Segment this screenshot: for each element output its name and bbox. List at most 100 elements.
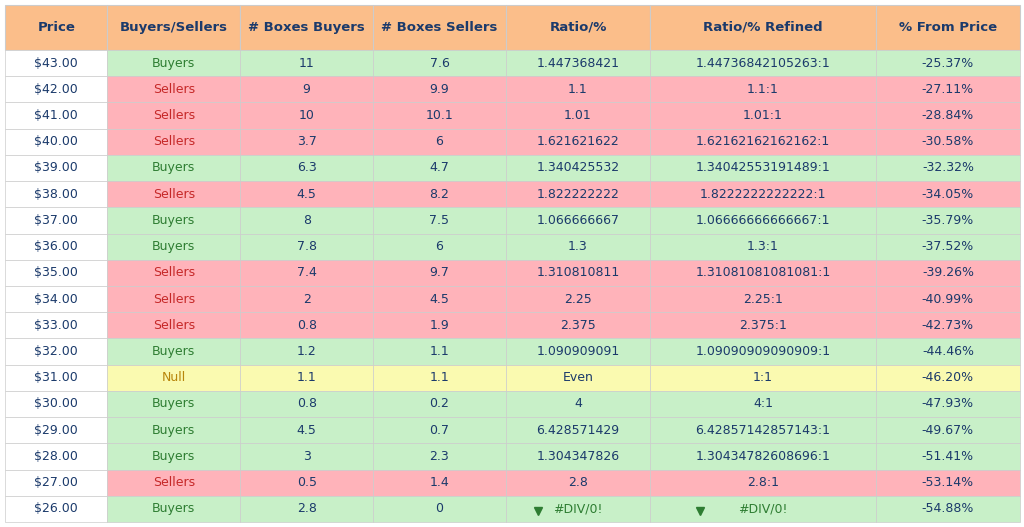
Text: -47.93%: -47.93% <box>922 397 974 411</box>
Bar <box>876 443 1020 470</box>
Text: 1.447368421: 1.447368421 <box>537 56 620 70</box>
Text: 8: 8 <box>303 214 310 227</box>
Text: 11: 11 <box>299 56 314 70</box>
Bar <box>241 76 373 102</box>
Bar <box>373 312 506 338</box>
Text: 2.8: 2.8 <box>568 476 588 489</box>
Text: Sellers: Sellers <box>153 135 195 148</box>
Text: Buyers: Buyers <box>153 345 196 358</box>
Text: -49.67%: -49.67% <box>922 424 974 437</box>
Text: 7.5: 7.5 <box>429 214 450 227</box>
Text: $38.00: $38.00 <box>34 188 78 201</box>
Text: 2: 2 <box>303 292 310 306</box>
Text: Buyers: Buyers <box>153 240 196 253</box>
Text: $30.00: $30.00 <box>34 397 78 411</box>
Text: Ratio/%: Ratio/% <box>549 21 606 34</box>
Text: % From Price: % From Price <box>899 21 997 34</box>
Text: -53.14%: -53.14% <box>922 476 974 489</box>
Text: Sellers: Sellers <box>153 266 195 279</box>
Text: # Boxes Sellers: # Boxes Sellers <box>381 21 498 34</box>
Bar <box>373 102 506 129</box>
Text: 6.428571429: 6.428571429 <box>537 424 620 437</box>
Text: 6.42857142857143:1: 6.42857142857143:1 <box>695 424 830 437</box>
Bar <box>876 102 1020 129</box>
Bar <box>241 286 373 312</box>
Text: 2.375:1: 2.375:1 <box>739 319 786 332</box>
Text: 4.7: 4.7 <box>429 161 450 174</box>
Bar <box>108 312 241 338</box>
Text: 4: 4 <box>574 397 582 411</box>
Text: 0: 0 <box>435 502 443 515</box>
Text: 1.1: 1.1 <box>297 372 316 384</box>
Bar <box>108 260 241 286</box>
Bar <box>506 155 650 181</box>
Bar <box>876 312 1020 338</box>
Text: -32.32%: -32.32% <box>922 161 974 174</box>
Text: 9.9: 9.9 <box>430 83 450 96</box>
Bar <box>108 207 241 233</box>
Text: 1.1: 1.1 <box>430 345 450 358</box>
Bar <box>241 365 373 391</box>
Bar <box>506 207 650 233</box>
Text: 3.7: 3.7 <box>297 135 316 148</box>
Text: Buyers: Buyers <box>153 214 196 227</box>
Text: $40.00: $40.00 <box>34 135 78 148</box>
Bar <box>241 207 373 233</box>
Bar <box>5 443 108 470</box>
Bar <box>5 207 108 233</box>
Bar <box>241 233 373 260</box>
Bar <box>506 5 650 50</box>
Text: 1:1: 1:1 <box>753 372 773 384</box>
Bar <box>241 391 373 417</box>
Bar <box>506 443 650 470</box>
Text: 9.7: 9.7 <box>429 266 450 279</box>
Bar <box>373 260 506 286</box>
Bar <box>241 496 373 522</box>
Text: $42.00: $42.00 <box>35 83 78 96</box>
Text: Sellers: Sellers <box>153 109 195 122</box>
Bar <box>373 233 506 260</box>
Text: -35.79%: -35.79% <box>922 214 974 227</box>
Text: $37.00: $37.00 <box>34 214 78 227</box>
Bar <box>108 76 241 102</box>
Text: Ratio/% Refined: Ratio/% Refined <box>703 21 822 34</box>
Bar <box>5 365 108 391</box>
Text: 1.3:1: 1.3:1 <box>746 240 779 253</box>
Text: $32.00: $32.00 <box>35 345 78 358</box>
Text: $28.00: $28.00 <box>34 450 78 463</box>
Text: Sellers: Sellers <box>153 476 195 489</box>
Text: -46.20%: -46.20% <box>922 372 974 384</box>
Text: 1.06666666666667:1: 1.06666666666667:1 <box>695 214 830 227</box>
Text: #DIV/0!: #DIV/0! <box>738 502 787 515</box>
Bar <box>650 338 876 365</box>
Text: 4.5: 4.5 <box>297 188 316 201</box>
Bar <box>5 260 108 286</box>
Text: 1.62162162162162:1: 1.62162162162162:1 <box>695 135 830 148</box>
Bar <box>876 129 1020 155</box>
Text: 1.090909091: 1.090909091 <box>537 345 620 358</box>
Bar <box>506 391 650 417</box>
Text: -25.37%: -25.37% <box>922 56 974 70</box>
Bar <box>241 443 373 470</box>
Bar <box>5 50 108 76</box>
Bar <box>876 391 1020 417</box>
Bar <box>241 129 373 155</box>
Text: $43.00: $43.00 <box>35 56 78 70</box>
Bar <box>876 260 1020 286</box>
Bar <box>5 5 108 50</box>
Bar <box>373 391 506 417</box>
Text: 1.3: 1.3 <box>568 240 588 253</box>
Bar <box>876 50 1020 76</box>
Text: 1.8222222222222:1: 1.8222222222222:1 <box>699 188 826 201</box>
Bar <box>650 155 876 181</box>
Bar <box>373 155 506 181</box>
Text: $34.00: $34.00 <box>35 292 78 306</box>
Bar <box>876 365 1020 391</box>
Bar <box>650 181 876 207</box>
Text: $29.00: $29.00 <box>35 424 78 437</box>
Bar <box>506 260 650 286</box>
Bar <box>506 233 650 260</box>
Text: -34.05%: -34.05% <box>922 188 974 201</box>
Bar <box>506 129 650 155</box>
Text: $27.00: $27.00 <box>34 476 78 489</box>
